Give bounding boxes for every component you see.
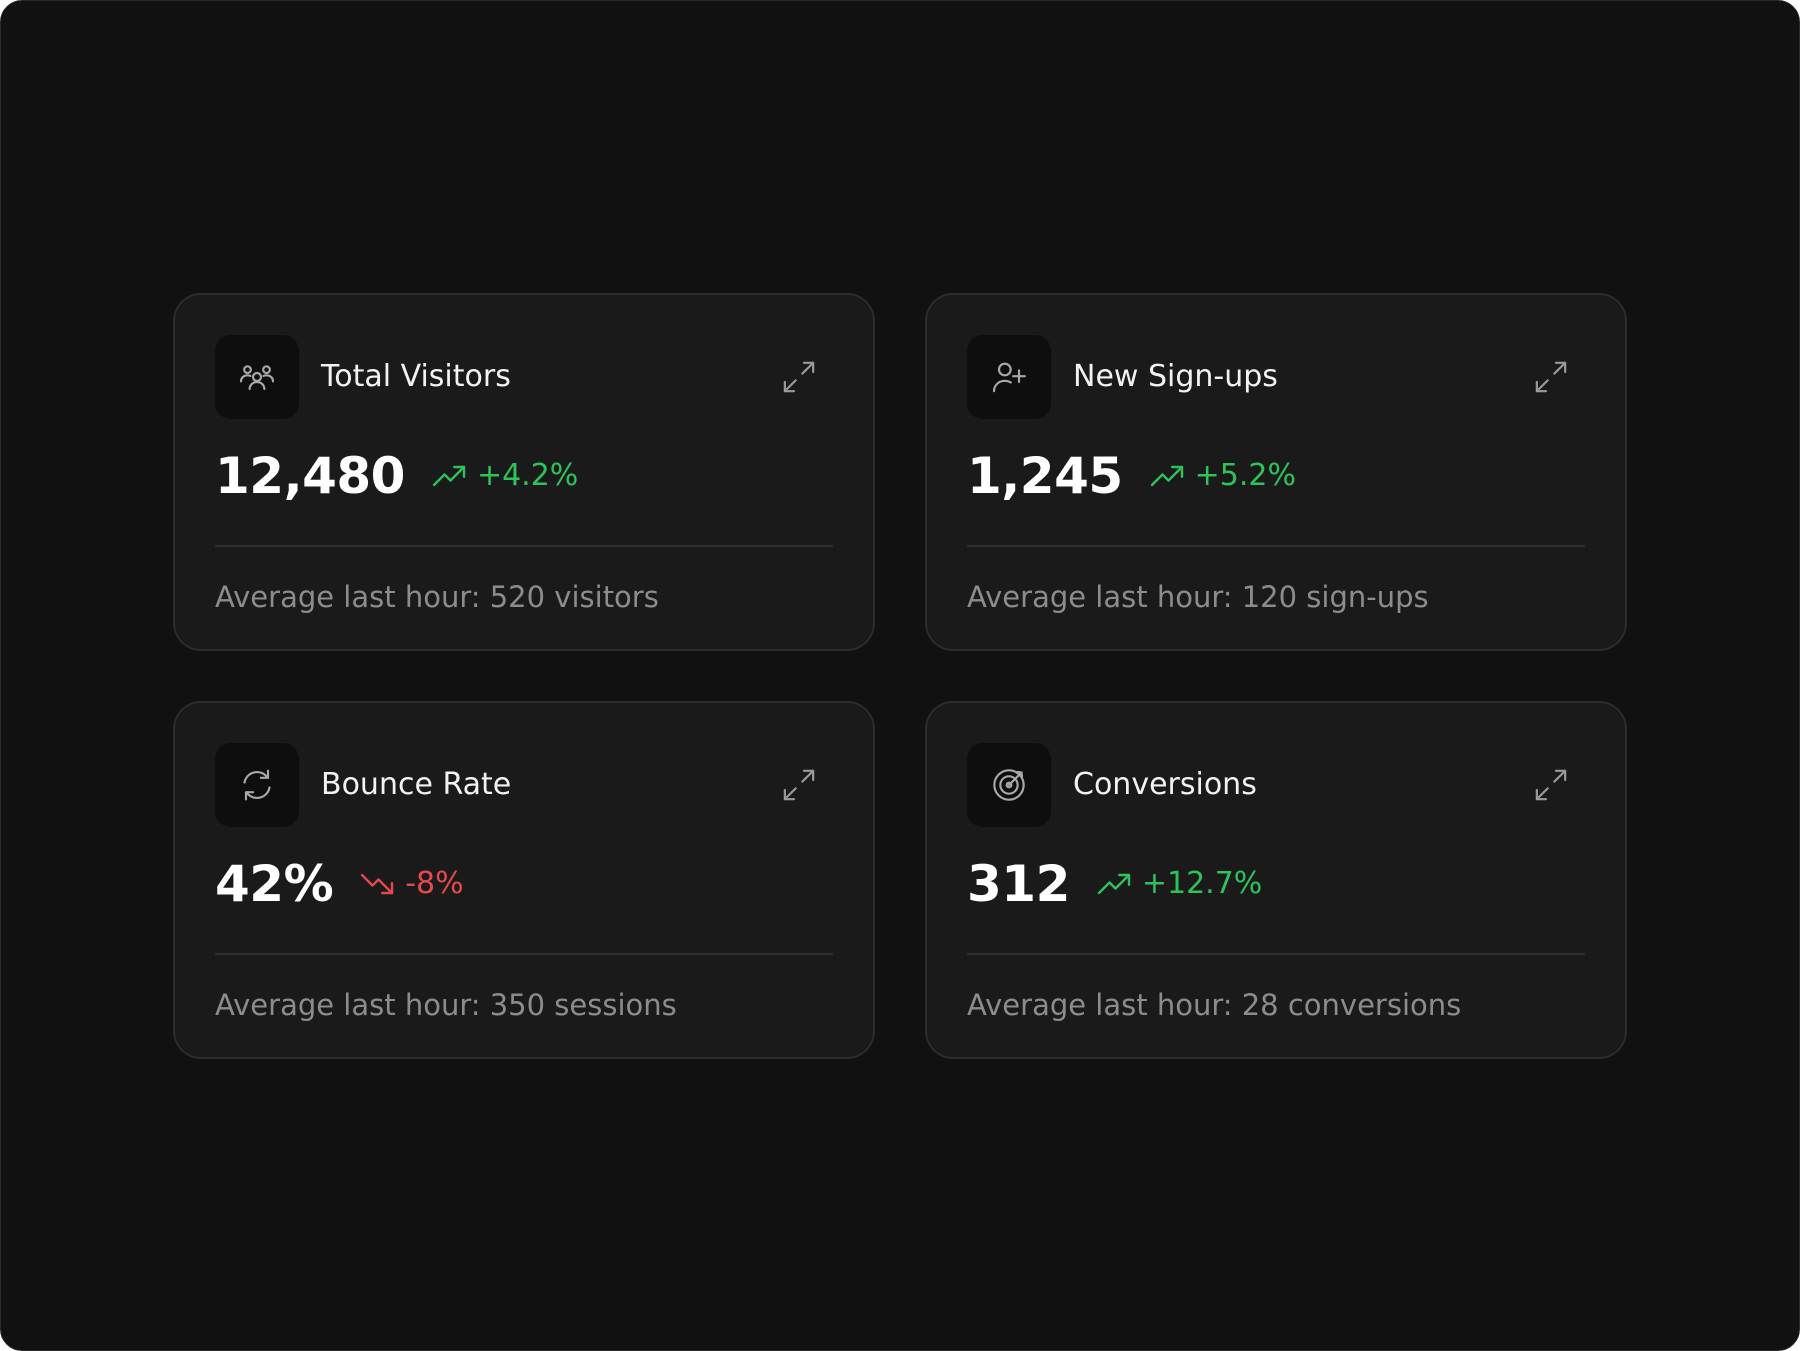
change-percent: +12.7% — [1141, 866, 1263, 901]
expand-button[interactable] — [1529, 763, 1573, 807]
trend-indicator: -8% — [359, 864, 464, 904]
card-title: New Sign-ups — [1073, 359, 1278, 394]
value-row: 312 +12.7% — [967, 853, 1262, 915]
trend-down-icon — [360, 873, 394, 895]
expand-icon — [783, 769, 815, 801]
expand-button[interactable] — [777, 355, 821, 399]
value-row: 12,480 +4.2% — [215, 445, 578, 507]
metric-value: 42% — [215, 855, 334, 913]
card-title: Bounce Rate — [321, 767, 512, 802]
average-footnote: Average last hour: 350 sessions — [215, 988, 677, 1022]
change-percent: -8% — [405, 866, 464, 901]
change-percent: +4.2% — [476, 458, 579, 493]
stats-grid: Total Visitors 12,480 +4.2% Average last… — [173, 293, 1627, 1059]
user-plus-icon — [967, 335, 1051, 419]
card-title: Conversions — [1073, 767, 1257, 802]
expand-icon — [783, 361, 815, 393]
trend-indicator: +4.2% — [431, 456, 578, 496]
average-footnote: Average last hour: 520 visitors — [215, 580, 659, 614]
metric-value: 312 — [967, 855, 1070, 913]
value-row: 42% -8% — [215, 853, 464, 915]
average-footnote: Average last hour: 120 sign-ups — [967, 580, 1429, 614]
expand-button[interactable] — [777, 763, 821, 807]
trend-up-icon — [1150, 465, 1183, 487]
trend-indicator: +12.7% — [1096, 864, 1262, 904]
stat-card-bounce-rate: Bounce Rate 42% -8% Average last hour: 3… — [173, 701, 875, 1059]
divider — [215, 545, 833, 547]
change-percent: +5.2% — [1194, 458, 1297, 493]
metric-value: 12,480 — [215, 447, 405, 505]
value-row: 1,245 +5.2% — [967, 445, 1296, 507]
divider — [215, 953, 833, 955]
card-title: Total Visitors — [321, 359, 511, 394]
average-footnote: Average last hour: 28 conversions — [967, 988, 1462, 1022]
divider — [967, 545, 1585, 547]
target-icon — [967, 743, 1051, 827]
stat-card-new-signups: New Sign-ups 1,245 +5.2% Average last ho… — [925, 293, 1627, 651]
divider — [967, 953, 1585, 955]
users-icon — [215, 335, 299, 419]
trend-up-icon — [432, 465, 466, 487]
refresh-icon — [215, 743, 299, 827]
stat-card-total-visitors: Total Visitors 12,480 +4.2% Average last… — [173, 293, 875, 651]
expand-icon — [1535, 361, 1567, 393]
trend-indicator: +5.2% — [1149, 456, 1296, 496]
expand-icon — [1535, 769, 1567, 801]
expand-button[interactable] — [1529, 355, 1573, 399]
metric-value: 1,245 — [967, 447, 1123, 505]
stat-card-conversions: Conversions 312 +12.7% Average last hour… — [925, 701, 1627, 1059]
trend-up-icon — [1097, 873, 1131, 895]
